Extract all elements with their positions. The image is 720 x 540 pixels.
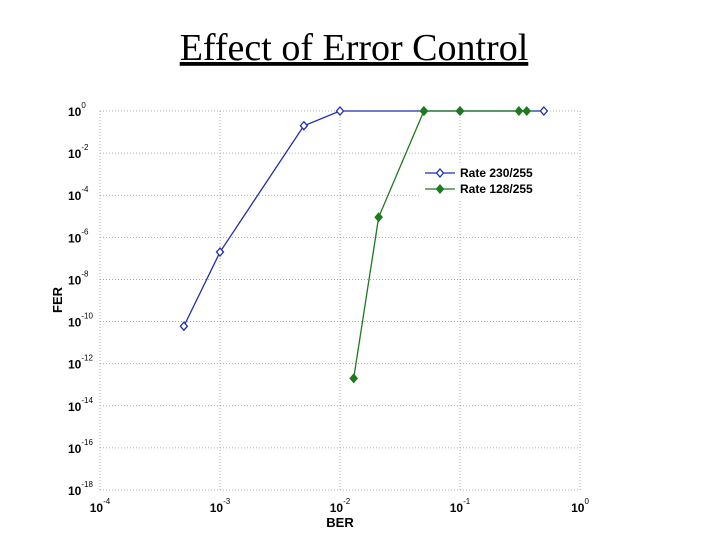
- tick-base: 10: [68, 231, 82, 245]
- legend-marker: [435, 184, 445, 194]
- tick-exponent: -10: [81, 312, 93, 321]
- tick-base: 10: [68, 400, 82, 414]
- tick-exponent: -2: [81, 143, 89, 152]
- tick-label: 10-4: [68, 185, 89, 203]
- series-line: [353, 110, 527, 379]
- tick-label: 10-6: [68, 227, 89, 245]
- data-point: [522, 106, 532, 116]
- tick-exponent: -18: [81, 480, 93, 489]
- tick-base: 10: [68, 273, 82, 287]
- data-point: [514, 106, 524, 116]
- tick-label: 10-1: [450, 497, 471, 515]
- tick-label: 10-10: [68, 312, 93, 330]
- tick-base: 10: [68, 316, 82, 330]
- tick-base: 10: [68, 442, 82, 456]
- tick-base: 10: [68, 189, 82, 203]
- tick-base: 10: [90, 501, 104, 515]
- tick-base: 10: [68, 358, 82, 372]
- tick-exponent: -8: [81, 269, 89, 278]
- tick-label: 10-8: [68, 269, 89, 287]
- tick-exponent: -6: [81, 227, 89, 236]
- tick-exponent: -2: [343, 497, 351, 506]
- series-line: [183, 110, 544, 327]
- x-axis-label: BER: [326, 515, 354, 530]
- legend-label: Rate 128/255: [460, 182, 533, 196]
- tick-label: 100: [68, 101, 86, 119]
- legend-label: Rate 230/255: [460, 166, 533, 180]
- tick-base: 10: [68, 147, 82, 161]
- tick-exponent: 0: [81, 101, 86, 110]
- slide-title: Effect of Error Control: [180, 27, 529, 69]
- data-point: [455, 106, 465, 116]
- tick-base: 10: [330, 501, 344, 515]
- tick-label: 10-2: [330, 497, 351, 515]
- tick-label: 10-4: [90, 497, 111, 515]
- tick-exponent: 0: [584, 497, 589, 506]
- tick-label: 10-12: [68, 354, 93, 372]
- tick-label: 10-14: [68, 396, 93, 414]
- tick-exponent: -1: [463, 497, 471, 506]
- data-point: [419, 106, 429, 116]
- tick-base: 10: [450, 501, 464, 515]
- y-axis-label: FER: [50, 286, 65, 313]
- data-point: [335, 106, 345, 116]
- tick-base: 10: [68, 105, 82, 119]
- legend-marker: [435, 168, 445, 178]
- tick-exponent: -3: [223, 497, 231, 506]
- tick-label: 10-2: [68, 143, 89, 161]
- tick-label: 10-3: [210, 497, 231, 515]
- data-point: [179, 321, 189, 332]
- tick-exponent: -4: [103, 497, 111, 506]
- tick-base: 10: [571, 501, 585, 515]
- data-point: [349, 373, 359, 384]
- data-point: [374, 212, 384, 223]
- tick-exponent: -12: [81, 354, 93, 363]
- tick-label: 100: [571, 497, 589, 515]
- tick-base: 10: [68, 484, 82, 498]
- tick-exponent: -14: [81, 396, 93, 405]
- data-point: [215, 247, 225, 258]
- tick-exponent: -4: [81, 185, 89, 194]
- legend-box: [420, 163, 575, 201]
- data-point: [299, 120, 309, 131]
- tick-base: 10: [210, 501, 224, 515]
- tick-label: 10-16: [68, 438, 93, 456]
- tick-label: 10-18: [68, 480, 93, 498]
- data-point: [539, 106, 549, 116]
- tick-exponent: -16: [81, 438, 93, 447]
